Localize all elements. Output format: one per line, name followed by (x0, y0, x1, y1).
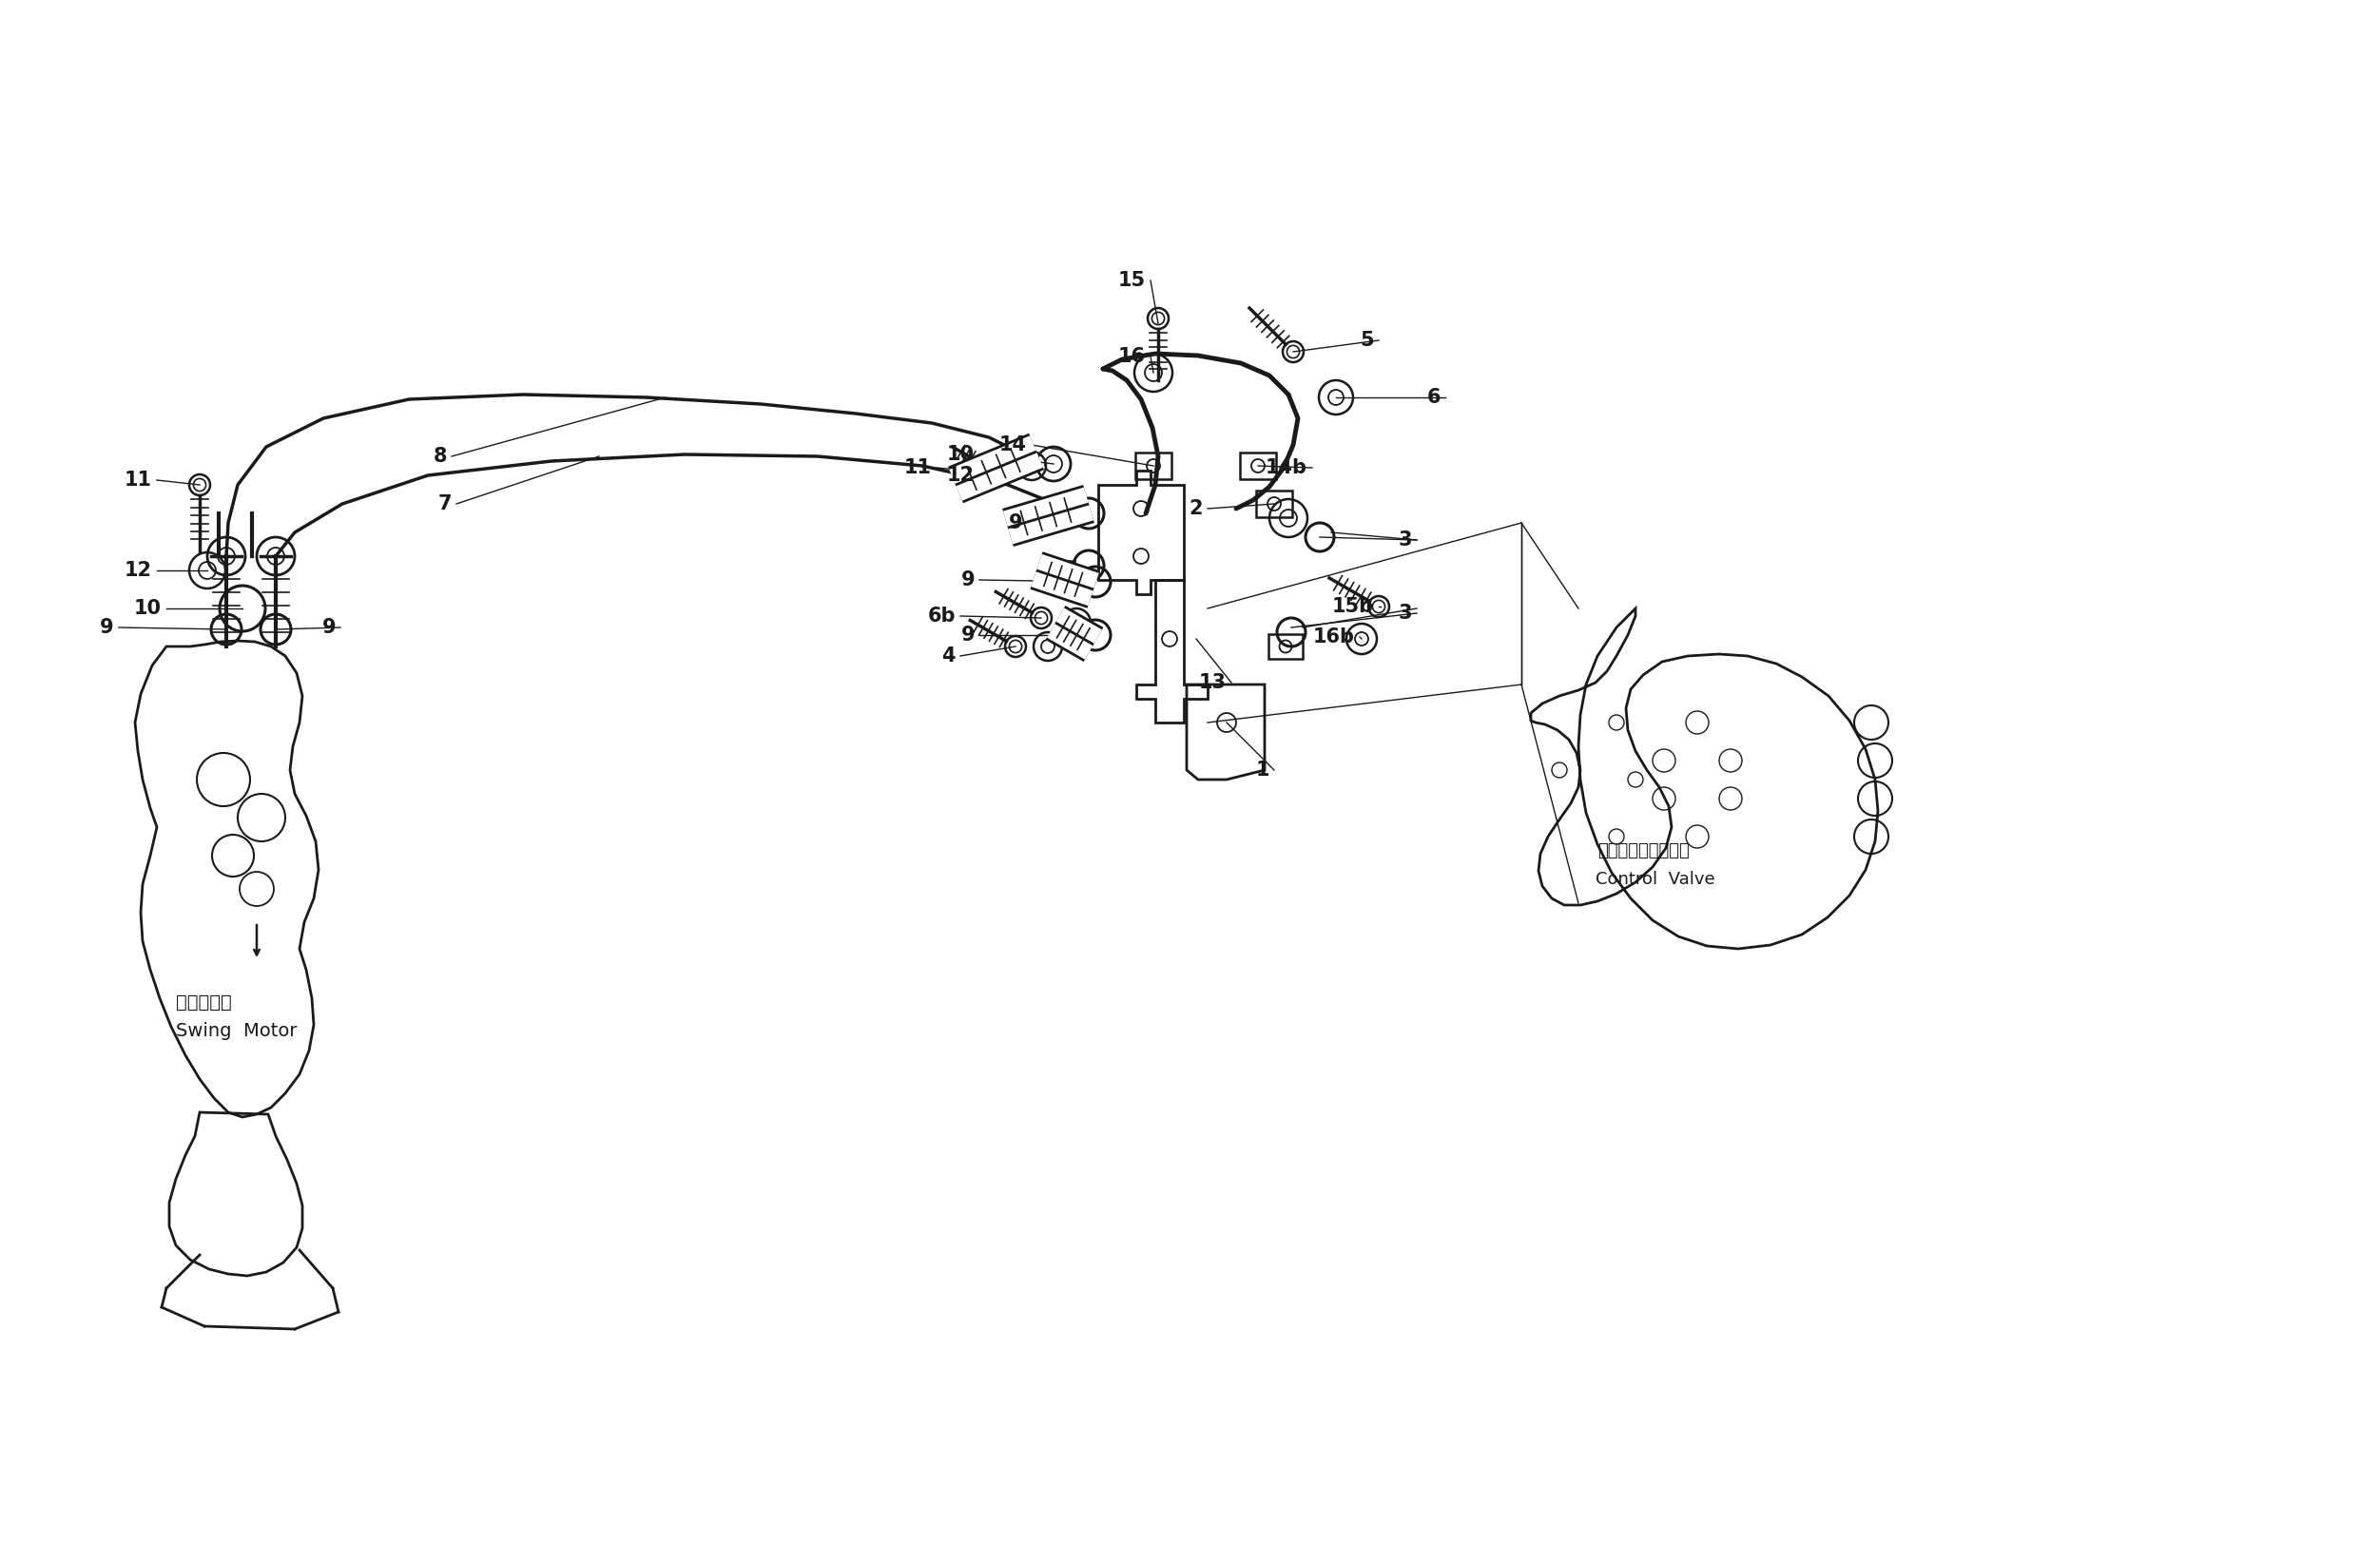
Bar (1269, 634, 1302, 659)
Text: 4: 4 (942, 647, 957, 665)
Text: 3: 3 (1397, 531, 1411, 550)
Text: 8: 8 (433, 447, 447, 465)
Text: 12: 12 (947, 465, 976, 484)
Text: 2: 2 (1190, 500, 1202, 519)
Text: 15b: 15b (1333, 597, 1373, 615)
Bar (1240, 453, 1276, 480)
Bar (1135, 453, 1171, 480)
Text: コントロールバルブ: コントロールバルブ (1597, 842, 1690, 859)
Text: 3: 3 (1397, 603, 1411, 623)
Bar (1257, 490, 1292, 517)
Text: 旋回モータ: 旋回モータ (176, 993, 231, 1012)
Text: 11: 11 (904, 458, 933, 478)
Text: 9: 9 (1009, 514, 1021, 533)
Text: 9: 9 (321, 619, 336, 637)
Text: 11: 11 (124, 470, 152, 489)
Text: 6: 6 (1426, 387, 1440, 406)
Text: 12: 12 (124, 561, 152, 580)
Text: 15: 15 (1119, 270, 1145, 291)
Text: 7: 7 (438, 494, 452, 514)
Text: 6b: 6b (928, 606, 957, 625)
Text: 5: 5 (1359, 331, 1373, 350)
Text: 9: 9 (962, 625, 976, 645)
Bar (1047, 561, 1073, 587)
Text: Swing  Motor: Swing Motor (176, 1022, 298, 1040)
Text: 10: 10 (947, 445, 976, 464)
Text: 14: 14 (1000, 436, 1026, 455)
Text: 16: 16 (1119, 347, 1145, 366)
Text: 16b: 16b (1314, 628, 1354, 647)
Text: Control  Valve: Control Valve (1595, 872, 1716, 887)
Text: 14b: 14b (1266, 458, 1307, 478)
Text: 9: 9 (962, 570, 976, 589)
Text: 10: 10 (133, 598, 162, 619)
Text: 1: 1 (1257, 761, 1269, 779)
Text: 9: 9 (100, 619, 114, 637)
Text: 13: 13 (1200, 673, 1226, 692)
